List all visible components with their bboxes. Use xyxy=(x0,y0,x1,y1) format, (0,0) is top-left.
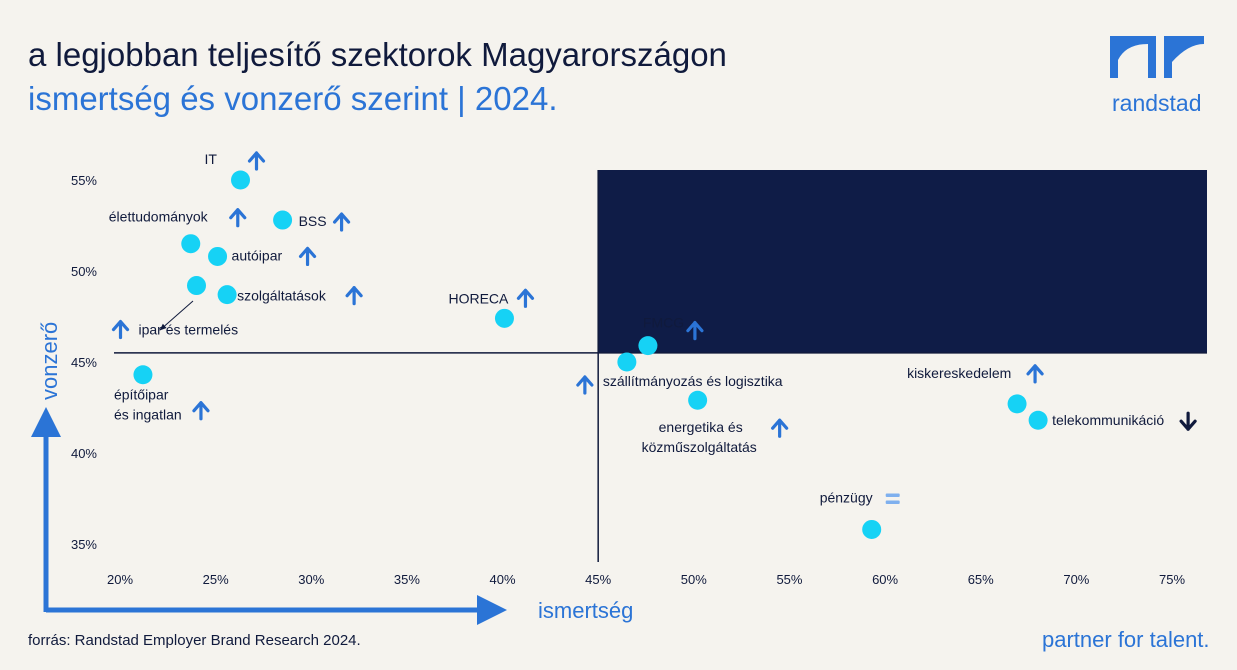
label-penzugy: pénzügy xyxy=(820,489,873,505)
x-tick-label: 30% xyxy=(298,572,324,587)
highlight-quadrant xyxy=(598,170,1207,353)
label-szallitmanyozas-es-logisztika: szállítmányozás és logisztika xyxy=(603,373,783,389)
x-tick-label: 55% xyxy=(776,572,802,587)
arrow-up-icon xyxy=(771,418,789,438)
y-tick-label: 40% xyxy=(71,446,97,461)
point-szallitmanyozas-es-logisztika xyxy=(617,352,637,372)
arrow-up-icon xyxy=(576,375,594,395)
x-tick-label: 35% xyxy=(394,572,420,587)
arrow-up-icon xyxy=(229,208,247,228)
point-autoipar xyxy=(208,246,228,266)
chart-subtitle: ismertség és vonzerő szerint | 2024. xyxy=(28,80,558,117)
label-elettudomanyok: élettudományok xyxy=(109,209,209,225)
point-ipar-es-termeles xyxy=(187,276,207,296)
label-szolgaltatasok: szolgáltatások xyxy=(237,288,327,304)
point-fmcg xyxy=(638,336,658,356)
x-tick-label: 65% xyxy=(968,572,994,587)
point-kiskereskedelem xyxy=(1007,394,1027,414)
arrow-up-icon xyxy=(1026,364,1044,384)
label-energetika-es-kozmuszolgaltatas: közműszolgáltatás xyxy=(642,439,757,455)
y-tick-label: 50% xyxy=(71,264,97,279)
point-it xyxy=(231,170,251,190)
brand-tagline: partner for talent. xyxy=(1042,627,1210,652)
label-horeca: HORECA xyxy=(448,290,509,306)
arrow-up-icon xyxy=(345,286,363,306)
chart-title: a legjobban teljesítő szektorok Magyaror… xyxy=(28,36,727,73)
point-horeca xyxy=(494,308,514,328)
arrow-up-icon xyxy=(298,246,317,267)
point-penzugy xyxy=(862,519,882,539)
source-note: forrás: Randstad Employer Brand Research… xyxy=(28,632,361,649)
y-tick-label: 45% xyxy=(71,355,97,370)
arrow-up-icon xyxy=(192,401,210,421)
point-epitoipar-es-ingatlan xyxy=(133,365,153,385)
equal-icon xyxy=(885,493,900,504)
randstad-logo-text: randstad xyxy=(1112,90,1202,116)
x-tick-label: 20% xyxy=(107,572,133,587)
arrow-up-icon xyxy=(516,288,535,308)
y-tick-label: 55% xyxy=(71,173,97,188)
ipar-leader-line xyxy=(159,300,194,331)
arrow-up-icon xyxy=(332,212,351,232)
x-tick-label: 75% xyxy=(1159,572,1185,587)
label-fmcg: FMCG xyxy=(643,315,684,331)
arrow-up-icon xyxy=(686,321,704,341)
label-telekommunikacio: telekommunikáció xyxy=(1052,412,1164,428)
label-epitoipar-es-ingatlan: építőipar xyxy=(114,387,169,403)
label-ipar-es-termeles: ipar és termelés xyxy=(139,322,239,338)
label-energetika-es-kozmuszolgaltatas: energetika és xyxy=(659,419,743,435)
label-it: IT xyxy=(205,151,218,167)
label-kiskereskedelem: kiskereskedelem xyxy=(907,365,1011,381)
point-szolgaltatasok xyxy=(217,285,237,305)
x-tick-label: 40% xyxy=(490,572,516,587)
y-tick-label: 35% xyxy=(71,537,97,552)
x-tick-label: 45% xyxy=(585,572,611,587)
randstad-logo-icon xyxy=(1110,36,1204,78)
point-bss xyxy=(273,210,293,230)
label-epitoipar-es-ingatlan: és ingatlan xyxy=(114,407,182,423)
x-tick-label: 60% xyxy=(872,572,898,587)
y-axis-title: vonzerő xyxy=(37,322,62,400)
x-tick-label: 70% xyxy=(1063,572,1089,587)
point-energetika-es-kozmuszolgaltatas xyxy=(688,390,708,410)
label-autoipar: autóipar xyxy=(232,247,283,263)
arrow-up-icon xyxy=(247,151,266,171)
arrow-up-icon xyxy=(111,319,130,340)
x-tick-label: 50% xyxy=(681,572,707,587)
label-bss: BSS xyxy=(299,213,327,229)
point-telekommunikacio xyxy=(1028,410,1048,430)
arrow-down-icon xyxy=(1179,411,1197,431)
point-elettudomanyok xyxy=(181,234,201,254)
x-axis-title: ismertség xyxy=(538,598,633,623)
x-tick-label: 25% xyxy=(203,572,229,587)
